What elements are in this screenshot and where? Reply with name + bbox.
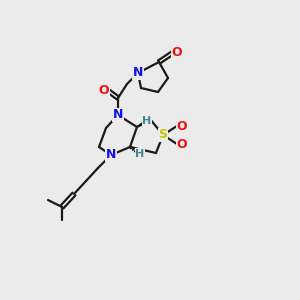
Text: O: O: [99, 83, 109, 97]
Text: N: N: [113, 109, 123, 122]
Text: N: N: [133, 67, 143, 80]
Polygon shape: [137, 121, 147, 127]
Text: S: S: [158, 128, 167, 142]
Text: O: O: [177, 119, 187, 133]
Text: O: O: [172, 46, 182, 59]
Text: H: H: [142, 116, 152, 126]
Text: O: O: [177, 137, 187, 151]
Text: H: H: [135, 149, 145, 159]
Text: N: N: [106, 148, 116, 161]
